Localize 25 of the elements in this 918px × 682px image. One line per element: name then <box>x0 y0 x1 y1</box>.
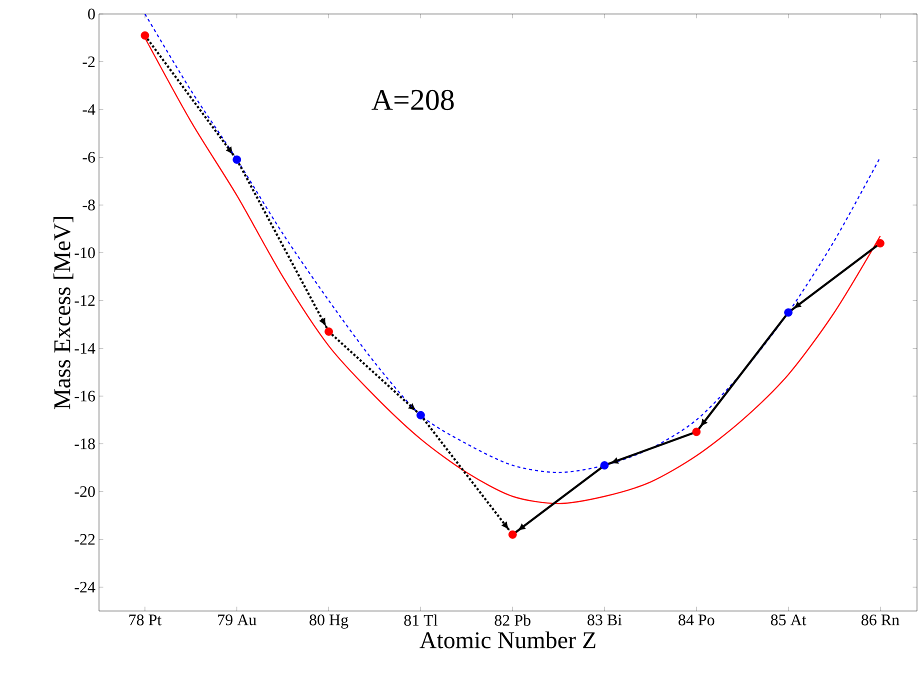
y-tick-label: -8 <box>82 200 95 210</box>
x-tick-label: 84 Po <box>678 614 714 626</box>
y-tick-label: 0 <box>88 8 95 20</box>
y-tick-label: -14 <box>74 343 96 354</box>
x-tick-label: 82 Pb <box>494 614 530 626</box>
y-tick-label: -2 <box>82 56 95 68</box>
x-tick-label: 86 Rn <box>862 614 900 626</box>
y-tick-label: -20 <box>74 486 95 497</box>
y-tick-label: -4 <box>82 104 96 115</box>
y-tick-label: -12 <box>74 295 95 306</box>
x-tick-label: 79 Au <box>218 614 256 626</box>
x-tick-label: 78 Pt <box>129 614 162 626</box>
y-tick-label: -10 <box>74 247 95 258</box>
x-tick-label: 80 Hg <box>310 614 348 629</box>
x-axis-title: Atomic Number Z <box>420 631 596 648</box>
y-tick-label: -6 <box>82 152 96 163</box>
y-tick-label: -22 <box>74 534 95 545</box>
y-tick-label: -16 <box>74 390 96 402</box>
x-tick-label: 83 Bi <box>588 614 622 626</box>
annotation: A=208 <box>372 90 454 110</box>
x-tick-label: 81 Tl <box>404 614 438 626</box>
y-axis-title: Mass Excess [MeV] <box>53 216 74 410</box>
y-tick-label: -24 <box>74 582 96 592</box>
y-tick-label: -18 <box>74 438 95 450</box>
x-tick-label: 85 At <box>770 614 806 626</box>
